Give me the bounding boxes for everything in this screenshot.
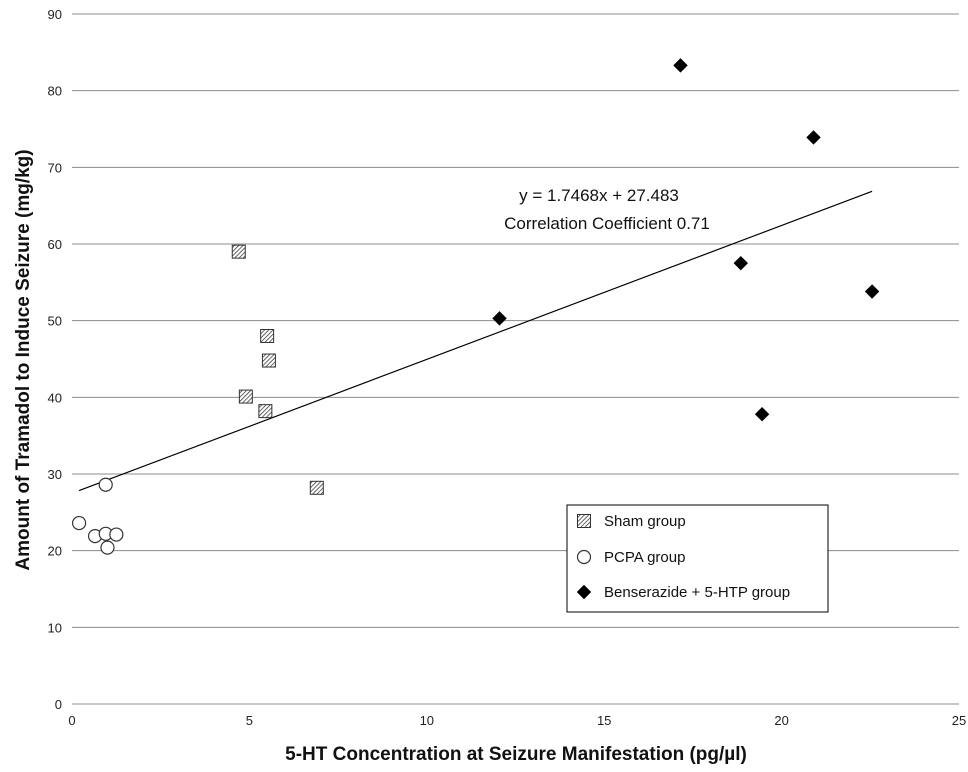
y-tick-label: 10 xyxy=(48,620,62,635)
series-open-circle xyxy=(71,477,124,555)
y-tick-label: 90 xyxy=(48,7,62,22)
data-point xyxy=(864,284,880,299)
data-point xyxy=(231,244,246,259)
legend-marker xyxy=(576,549,592,565)
x-tick-label: 25 xyxy=(952,713,966,728)
legend: Sham group PCPA group Benserazide + 5-HTP … xyxy=(566,504,829,613)
data-point xyxy=(806,130,821,145)
data-point xyxy=(673,58,688,73)
trendline-equation: y = 1.7468x + 27.483 xyxy=(519,186,679,205)
legend-marker xyxy=(576,584,592,600)
series-hatched-square xyxy=(231,244,324,495)
legend-label: Sham group xyxy=(604,513,686,530)
y-tick-label: 20 xyxy=(48,544,62,559)
series-filled-diamond xyxy=(492,58,880,422)
data-point xyxy=(238,389,253,404)
x-tick-label: 10 xyxy=(420,713,434,728)
legend-box xyxy=(566,504,829,613)
data-point xyxy=(492,311,507,326)
data-point xyxy=(98,477,113,492)
gridlines xyxy=(72,13,959,628)
correlation-coefficient-label: Correlation Coefficient 0.71 xyxy=(504,214,710,233)
x-tick-label: 15 xyxy=(597,713,611,728)
x-tick-label: 5 xyxy=(246,713,253,728)
data-point xyxy=(309,480,324,495)
tick-labels: 0 10 20 30 40 50 60 70 80 90 0 5 10 15 20 25 xyxy=(48,7,967,728)
x-axis-title: 5-HT Concentration at Seizure Manifestat… xyxy=(285,744,747,765)
legend-label: Benserazide + 5-HTP group xyxy=(604,584,790,601)
y-tick-label: 30 xyxy=(48,467,62,482)
data-point xyxy=(260,329,275,343)
trendline xyxy=(78,190,873,492)
y-tick-label: 0 xyxy=(55,697,62,712)
data-point xyxy=(109,527,124,542)
y-axis-title: Amount of Tramadol to Induce Seizure (mg… xyxy=(13,149,34,570)
trendline-group xyxy=(78,190,873,492)
legend-label: PCPA group xyxy=(604,549,685,566)
y-tick-label: 40 xyxy=(48,390,62,405)
y-tick-label: 70 xyxy=(48,160,62,175)
data-points xyxy=(71,58,880,555)
y-tick-label: 60 xyxy=(48,237,62,252)
data-point xyxy=(100,540,115,555)
data-point xyxy=(754,406,770,422)
y-tick-label: 50 xyxy=(48,314,62,329)
data-point xyxy=(71,515,87,531)
x-tick-label: 0 xyxy=(68,713,75,728)
x-tick-label: 20 xyxy=(774,713,788,728)
data-point xyxy=(258,404,273,419)
y-tick-label: 80 xyxy=(48,84,62,99)
data-point xyxy=(733,255,749,271)
data-point xyxy=(261,353,276,368)
legend-marker xyxy=(577,514,591,528)
